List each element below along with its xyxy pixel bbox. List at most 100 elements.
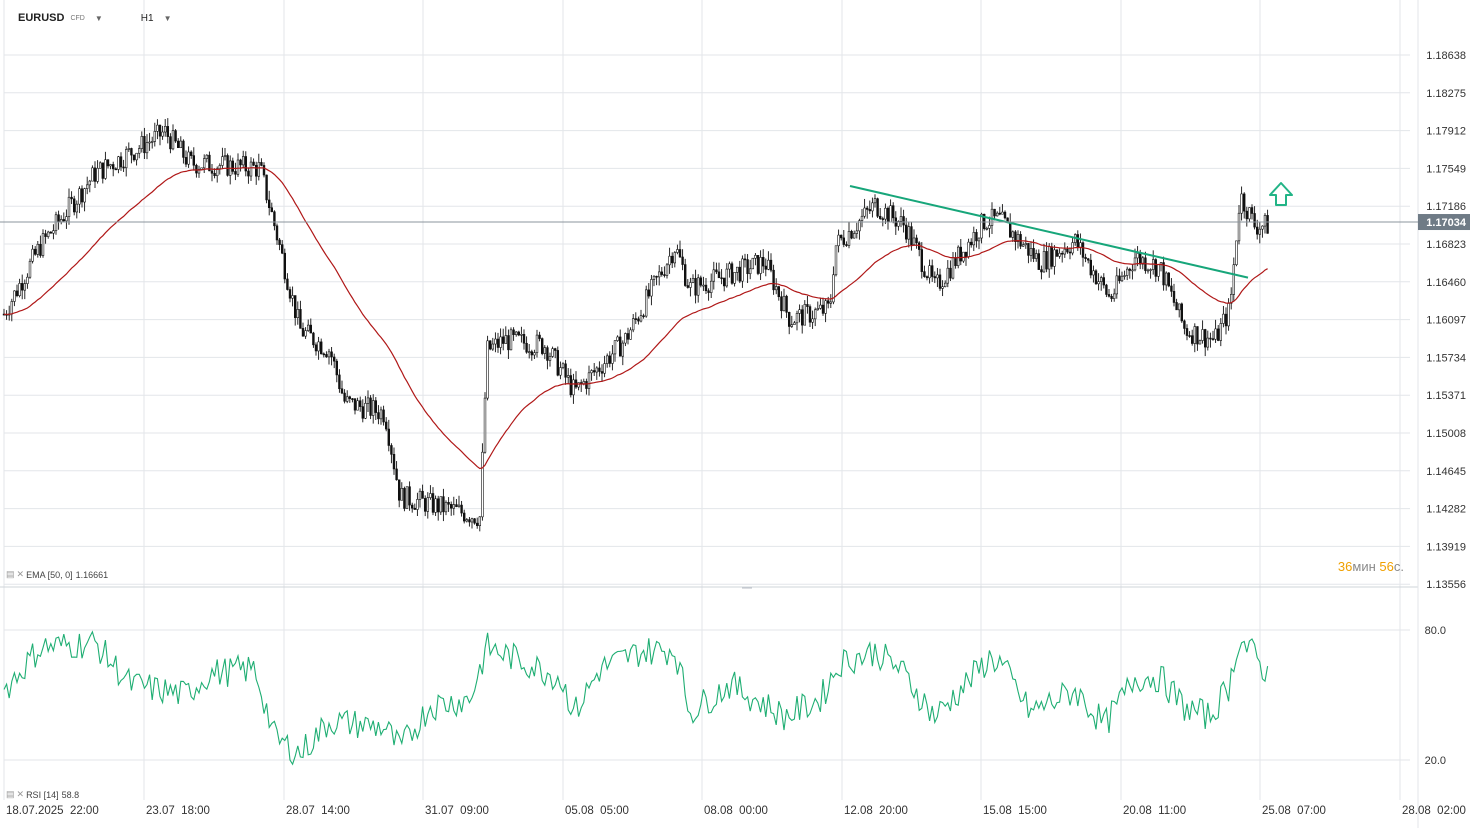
candle-body — [764, 265, 768, 270]
indicator-settings-icon[interactable]: ▤ — [6, 569, 14, 579]
candle — [457, 495, 461, 508]
candle — [283, 248, 286, 284]
candle-body — [59, 219, 63, 223]
candle-body — [278, 239, 281, 245]
candle-body — [774, 286, 778, 291]
candle-body — [1021, 244, 1025, 247]
candle-body — [832, 274, 835, 303]
timeframe-label[interactable]: H1 — [140, 12, 154, 24]
breakout-arrow-shape — [1269, 182, 1293, 206]
candle — [164, 119, 167, 137]
time-tick-label: 08.08 00:00 — [704, 805, 768, 817]
candle-body — [689, 282, 692, 288]
candle-body — [1196, 326, 1199, 345]
ema-legend[interactable]: ▤ ✕ EMA [50, 0] 1.16661 — [6, 569, 108, 580]
candle-body — [127, 148, 131, 150]
indicator-settings-icon[interactable]: ▤ — [6, 789, 14, 799]
candle-body — [112, 164, 115, 170]
candle — [73, 195, 76, 216]
candle-body — [613, 340, 617, 355]
candle — [1157, 264, 1160, 282]
candle-body — [735, 266, 739, 273]
candle-body — [839, 234, 843, 239]
candle-body — [1157, 264, 1160, 277]
candle-body — [608, 355, 612, 364]
candle — [520, 326, 523, 343]
candle-body — [332, 356, 336, 362]
candle — [132, 154, 136, 162]
candle-body — [634, 318, 638, 320]
candle — [138, 145, 141, 159]
candle — [223, 147, 227, 161]
symbol-dropdown-icon[interactable]: ▼ — [94, 13, 103, 23]
candle-body — [403, 488, 406, 509]
candle — [1240, 186, 1243, 221]
candle — [210, 164, 214, 182]
candle-body — [881, 218, 885, 220]
candle-body — [1146, 269, 1150, 272]
price-tick-label: 1.17549 — [1426, 163, 1466, 175]
candle — [842, 229, 846, 248]
candle — [566, 368, 570, 384]
candle — [442, 488, 445, 522]
candle-body — [460, 504, 463, 514]
candle-body — [130, 148, 133, 156]
candle — [31, 245, 34, 264]
candle — [761, 249, 765, 274]
candles — [2, 118, 1269, 532]
candle — [234, 162, 237, 181]
candle — [304, 327, 307, 339]
candle-body — [309, 324, 312, 334]
candle-body — [975, 232, 978, 242]
rsi-legend[interactable]: ▤ ✕ RSI [14] 58.8 — [6, 789, 79, 800]
candle — [850, 229, 853, 240]
candle-body — [1048, 246, 1051, 270]
timeframe-dropdown-icon[interactable]: ▼ — [163, 13, 172, 23]
candle — [795, 310, 799, 331]
candle-body — [761, 257, 765, 267]
candle-body — [657, 271, 661, 278]
candle — [839, 234, 843, 241]
candle — [1131, 264, 1134, 280]
candle-body — [663, 274, 666, 276]
candle-body — [216, 168, 219, 177]
candle — [1185, 324, 1189, 341]
candle — [538, 331, 541, 342]
candle — [1175, 298, 1178, 311]
candle-body — [928, 265, 931, 279]
candle-body — [62, 219, 66, 222]
candle-body — [886, 207, 890, 223]
candle — [748, 259, 752, 280]
candle — [273, 210, 276, 231]
candle — [247, 167, 250, 184]
candle-body — [304, 330, 307, 337]
candle-body — [408, 486, 411, 506]
candle-body — [429, 493, 432, 498]
indicator-close-icon[interactable]: ✕ — [16, 569, 24, 579]
candle-body — [626, 333, 630, 340]
candle — [530, 349, 534, 361]
candle — [397, 479, 401, 508]
symbol-label[interactable]: EURUSD — [18, 12, 65, 24]
candle — [608, 351, 612, 368]
candle-body — [182, 140, 185, 158]
indicator-close-icon[interactable]: ✕ — [16, 789, 24, 799]
candle-body — [153, 131, 156, 142]
candle — [265, 174, 268, 204]
candle — [104, 151, 107, 180]
candle-body — [1167, 272, 1171, 287]
candle-body — [772, 269, 775, 291]
candle-body — [642, 315, 645, 317]
candle-body — [1076, 234, 1080, 248]
candle-body — [371, 400, 375, 416]
candle — [148, 132, 151, 151]
candle-body — [13, 290, 16, 302]
candle — [1087, 257, 1090, 264]
candle — [743, 253, 747, 268]
candle-body — [236, 159, 240, 175]
candle-body — [746, 259, 749, 275]
candle-body — [504, 335, 507, 344]
candle — [301, 322, 305, 337]
candle — [1170, 278, 1173, 297]
